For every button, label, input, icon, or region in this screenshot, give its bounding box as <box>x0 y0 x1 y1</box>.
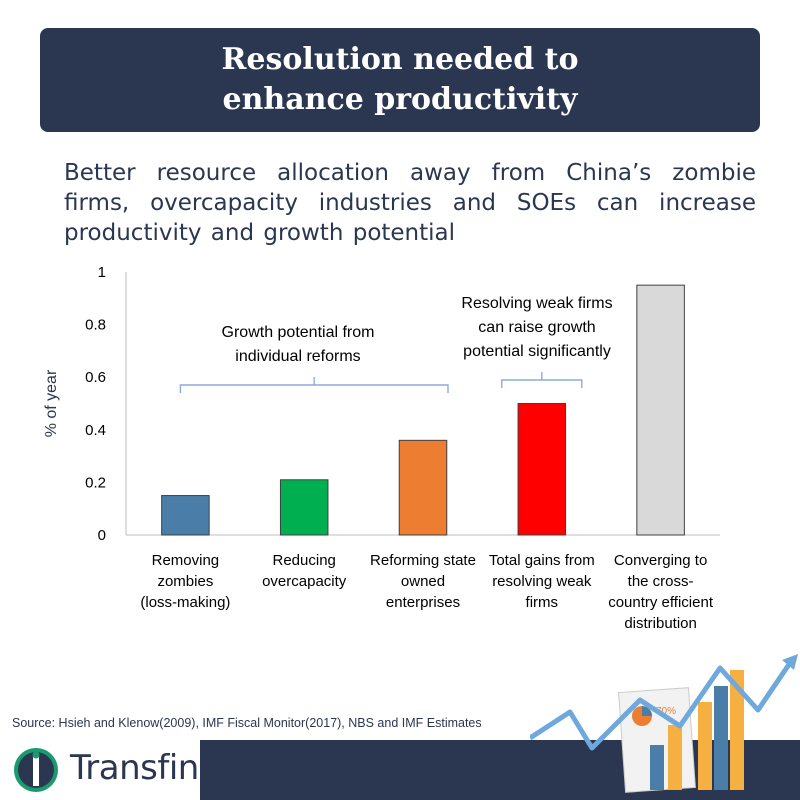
title-banner: Resolution needed to enhance productivit… <box>40 28 760 132</box>
page-title-line-1: Resolution needed to <box>221 42 579 77</box>
annotation-weak-firms: Resolving weak firms <box>461 295 612 312</box>
x-tick-label: Converging to <box>614 552 707 569</box>
x-tick-label: owned <box>401 573 445 590</box>
growth-graphic-icon: 70% <box>530 654 798 793</box>
annotation-individual-reforms: individual reforms <box>235 348 360 365</box>
x-tick-label: the cross- <box>628 573 694 590</box>
y-tick-label: 0.4 <box>85 422 106 439</box>
y-tick-label: 0 <box>98 527 106 544</box>
x-tick-label: Reducing <box>273 552 336 569</box>
brand-name: Transfin. <box>70 748 210 788</box>
bar <box>636 284 685 536</box>
x-tick-label: overcapacity <box>262 573 347 590</box>
bar-chart: 0 0.2 0.4 0.6 0.8 1 % of year Removing zombies (l… <box>43 264 720 632</box>
source-note: Source: Hsieh and Klenow(2009), IMF Fisc… <box>12 716 482 730</box>
bar <box>517 403 567 536</box>
x-tick-label: Removing <box>152 552 220 569</box>
y-tick-label: 1 <box>98 264 106 281</box>
deco-percent-label: 70% <box>656 706 676 717</box>
bar <box>279 479 329 536</box>
bracket-individual-reforms <box>179 377 449 393</box>
bracket-weak-firms <box>501 372 583 388</box>
x-tick-label: Reforming state <box>370 552 476 569</box>
x-tick-label: country efficient <box>608 594 714 611</box>
page-subtitle: Better resource allocation away from Chi… <box>64 160 756 246</box>
y-axis-label: % of year <box>43 369 60 437</box>
x-tick-label: distribution <box>624 615 697 632</box>
y-tick-label: 0.8 <box>85 317 106 334</box>
x-tick-label: enterprises <box>386 594 460 611</box>
x-tick-label: firms <box>526 594 559 611</box>
y-tick-label: 0.6 <box>85 369 106 386</box>
brand-logo[interactable]: Transfin. <box>0 740 210 800</box>
x-tick-label: zombies <box>157 573 213 590</box>
x-tick-label: Total gains from <box>489 552 595 569</box>
y-tick-label: 0.2 <box>85 474 106 491</box>
annotation-weak-firms: potential significantly <box>463 343 611 360</box>
page-title-line-2: enhance productivity <box>222 82 578 117</box>
annotation-individual-reforms: Growth potential from <box>222 324 375 341</box>
x-tick-label: resolving weak <box>492 573 592 590</box>
transfin-logo-icon <box>14 748 58 792</box>
bar <box>398 439 448 536</box>
annotation-weak-firms: can raise growth <box>478 319 595 336</box>
bar <box>161 495 210 536</box>
x-tick-label: (loss-making) <box>140 594 230 611</box>
